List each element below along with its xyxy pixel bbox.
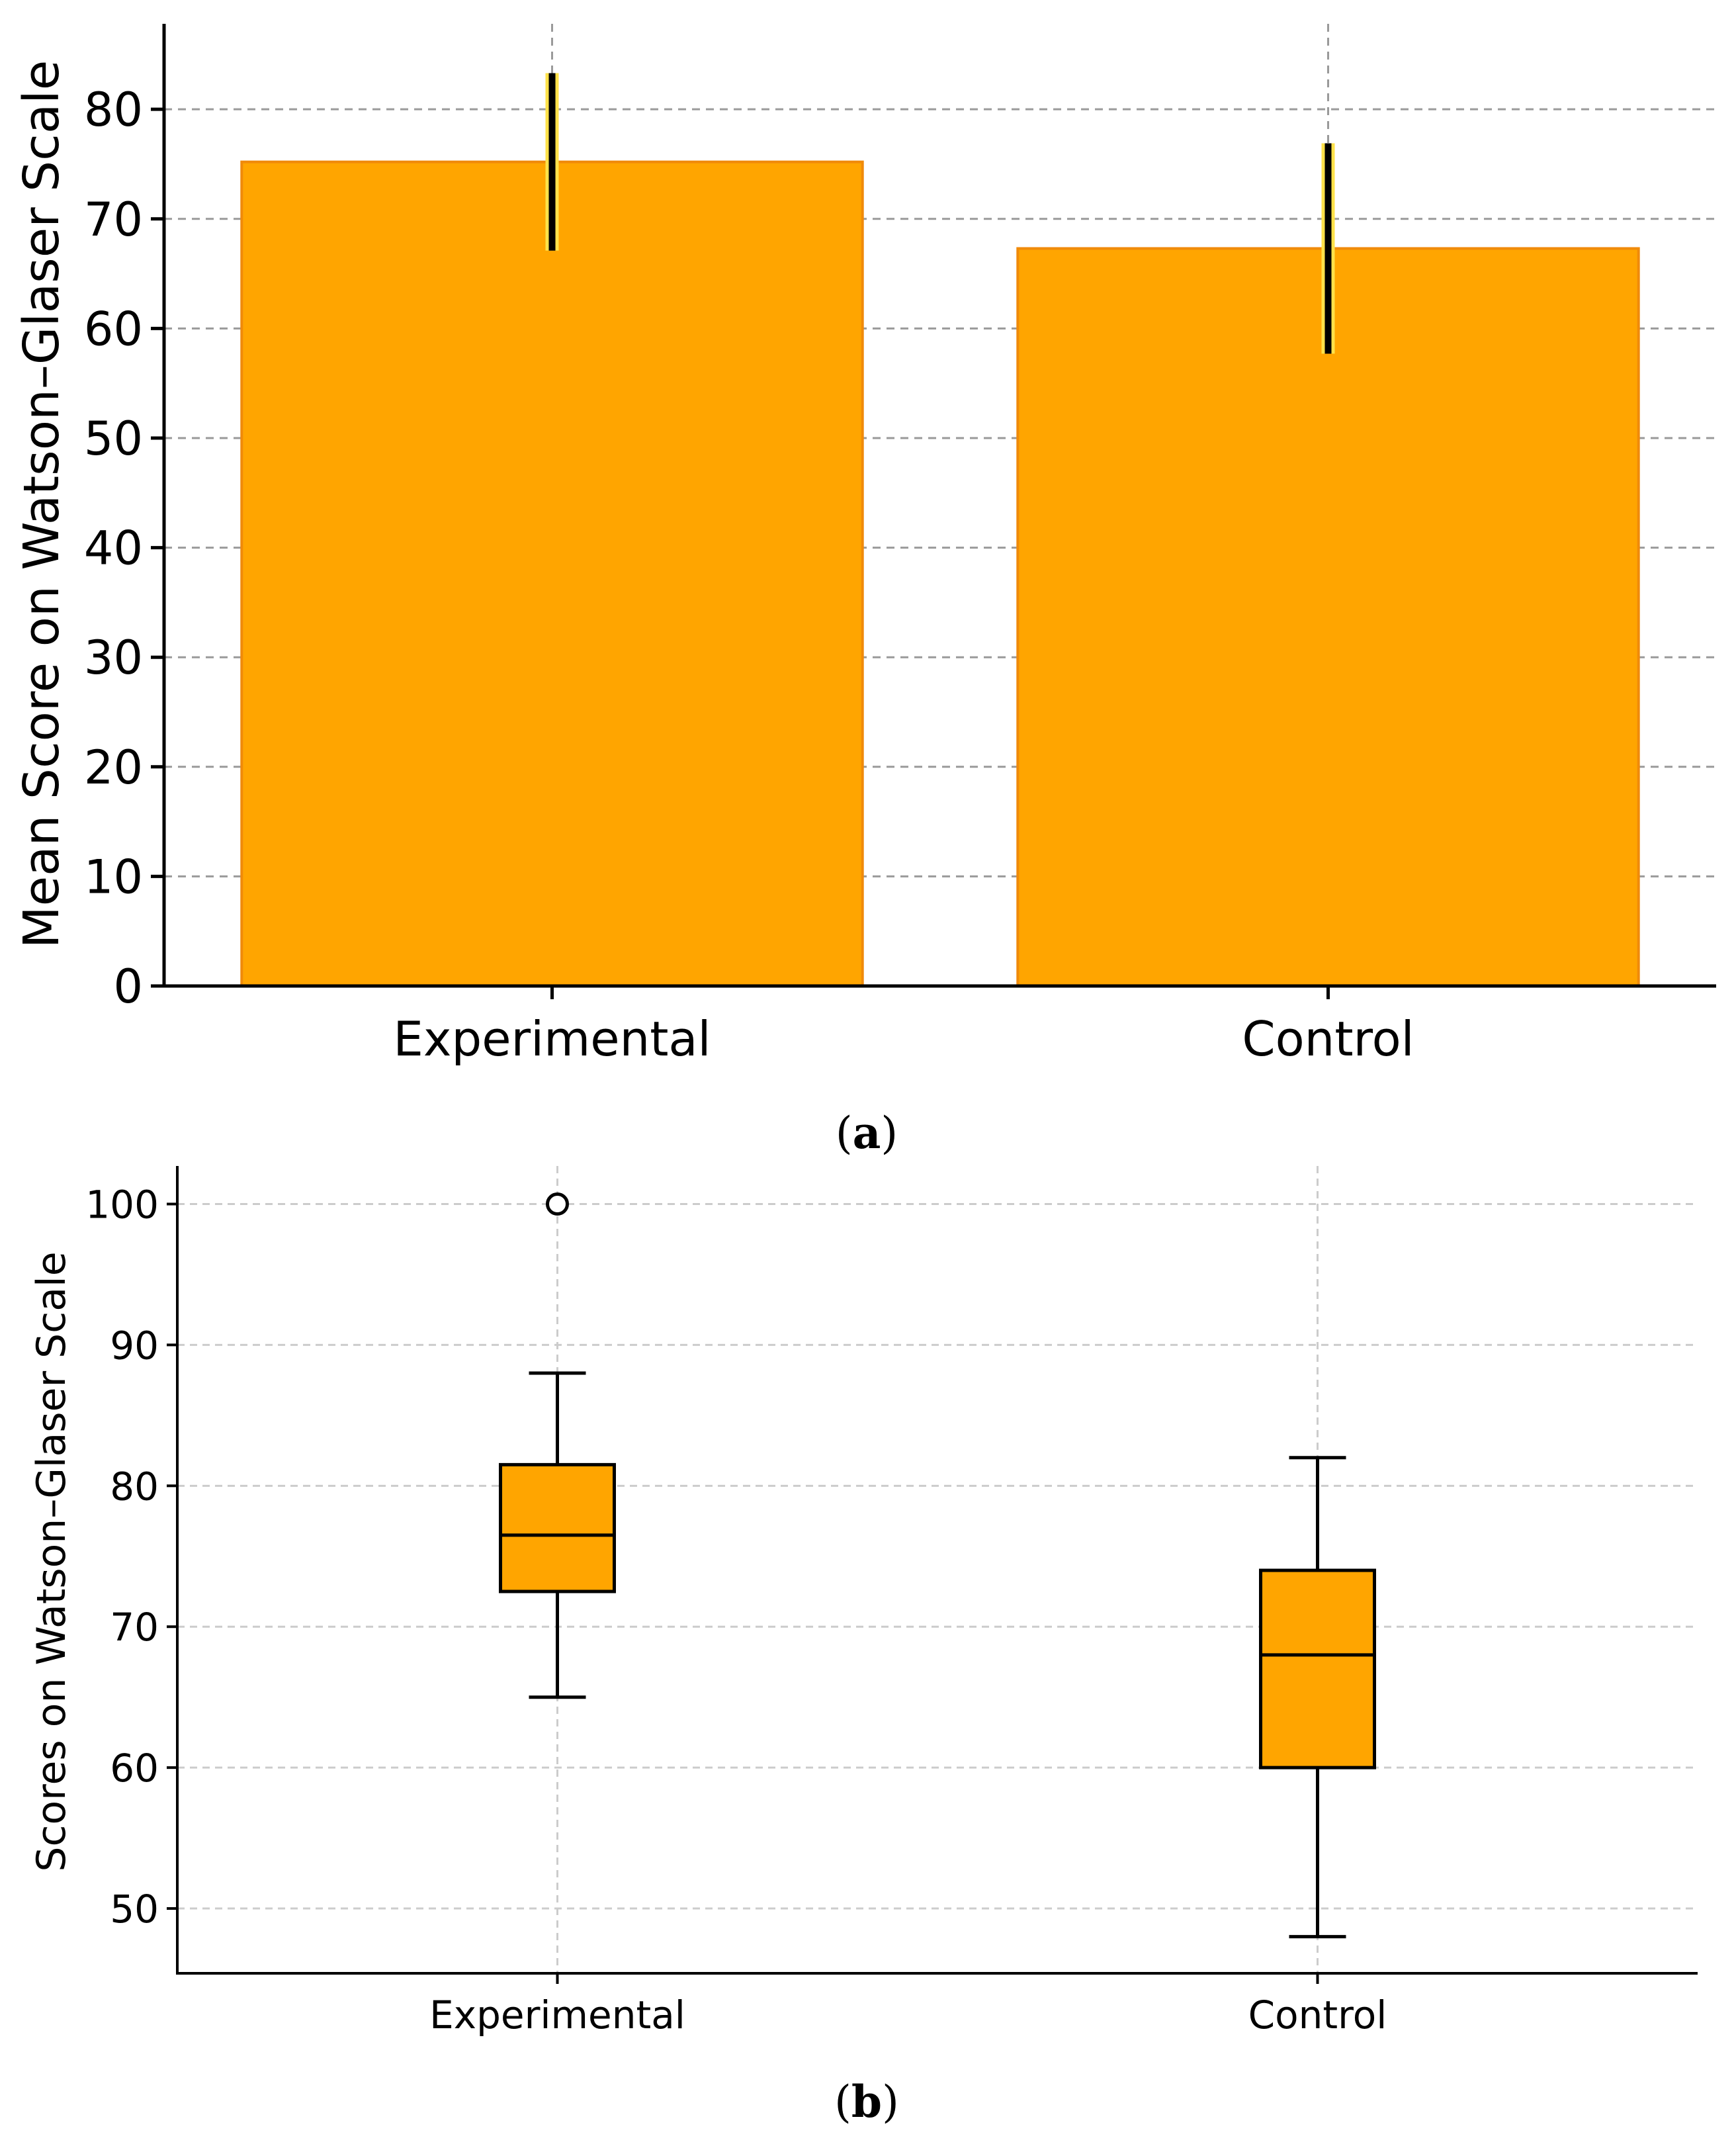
bar-y-tick-label-60: 60 — [84, 302, 143, 356]
box-control — [1259, 1568, 1376, 1769]
box-plot-axes — [176, 1166, 1698, 1975]
box-plot-y-axis-label: Scores on Watson–Glaser Scale — [28, 1251, 75, 1871]
box-x-tick-label-experimental: Experimental — [429, 1992, 685, 2037]
bar-y-tick-label-20: 20 — [84, 740, 143, 795]
bar-chart-x-ticks: Experimental Control — [393, 986, 1414, 1067]
panel-a-letter: a — [853, 1107, 881, 1159]
box-y-tick-label-90: 90 — [110, 1323, 159, 1368]
box-plot-gridlines — [177, 1166, 1698, 1973]
bar-chart-error-bars — [545, 73, 1335, 354]
box-plot-boxes — [499, 1192, 1376, 1939]
bar-experimental — [240, 160, 864, 987]
panel-b-letter: b — [851, 2076, 882, 2127]
bar-y-tick-label-10: 10 — [84, 850, 143, 904]
box-experimental — [499, 1462, 616, 1593]
bar-chart-panel: 0 10 20 30 40 50 60 70 80 Experimental Control Me… — [13, 24, 1716, 1159]
box-plot-y-ticks: 50 60 70 80 90 100 — [85, 1182, 177, 1932]
bar-y-tick-label-30: 30 — [84, 631, 143, 685]
bar-chart-panel-label: (a) — [836, 1107, 898, 1159]
panel-a-close-paren: ) — [881, 1108, 898, 1159]
panel-b-close-paren: ) — [882, 2077, 899, 2127]
box-plot-panel-label: (b) — [834, 2076, 899, 2127]
bar-y-tick-label-50: 50 — [84, 412, 143, 466]
box-y-tick-label-70: 70 — [110, 1605, 159, 1650]
box-plot-panel: 50 60 70 80 90 100 Experimental Control Scores… — [28, 1166, 1698, 2127]
bar-y-tick-label-70: 70 — [84, 193, 143, 247]
bar-y-tick-label-80: 80 — [84, 83, 143, 137]
bar-x-tick-label-experimental: Experimental — [393, 1011, 711, 1067]
bar-chart-axes — [162, 24, 1716, 988]
box-x-tick-label-control: Control — [1248, 1992, 1387, 2037]
box-y-tick-label-60: 60 — [110, 1746, 159, 1791]
panel-a-open-paren: ( — [836, 1108, 853, 1159]
bar-x-tick-label-control: Control — [1242, 1011, 1414, 1067]
bar-chart-bars — [240, 160, 1640, 988]
box-plot-x-ticks: Experimental Control — [429, 1973, 1387, 2037]
bar-y-tick-label-40: 40 — [84, 521, 143, 576]
panel-b-open-paren: ( — [834, 2077, 851, 2127]
box-y-tick-label-80: 80 — [110, 1464, 159, 1509]
box-y-tick-label-100: 100 — [85, 1182, 159, 1227]
bar-chart-y-axis-label: Mean Score on Watson–Glaser Scale — [13, 60, 70, 949]
bar-y-tick-label-0: 0 — [113, 960, 143, 1014]
outlier-experimental-0 — [546, 1192, 569, 1216]
box-y-tick-label-50: 50 — [110, 1887, 159, 1932]
bar-chart-y-ticks: 0 10 20 30 40 50 60 70 80 — [84, 83, 164, 1014]
bar-control — [1016, 247, 1640, 988]
